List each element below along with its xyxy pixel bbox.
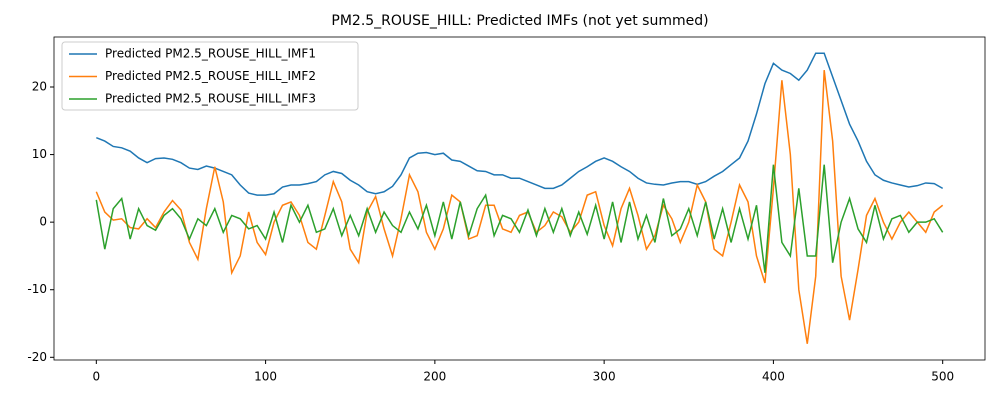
line-series bbox=[95, 164, 944, 273]
y-tick-label: -20 bbox=[27, 350, 47, 364]
chart-title: PM2.5_ROUSE_HILL: Predicted IMFs (not ye… bbox=[331, 13, 708, 29]
y-tick-label: -10 bbox=[27, 282, 47, 296]
y-tick-label: 20 bbox=[32, 80, 47, 94]
plot-frame bbox=[53, 36, 986, 361]
x-tick-label: 500 bbox=[931, 370, 954, 384]
x-tick-label: 200 bbox=[423, 370, 446, 384]
legend-box bbox=[61, 41, 359, 111]
legend-label: Predicted PM2.5_ROUSE_HILL_IMF1 bbox=[105, 47, 316, 61]
line-series bbox=[95, 70, 944, 344]
legend-label: Predicted PM2.5_ROUSE_HILL_IMF3 bbox=[105, 92, 316, 106]
line-series bbox=[96, 52, 944, 196]
y-tick-label: 10 bbox=[32, 147, 47, 161]
x-tick-label: 400 bbox=[762, 370, 785, 384]
y-tick-label: 0 bbox=[39, 215, 47, 229]
x-tick-label: 0 bbox=[92, 370, 100, 384]
x-tick-label: 300 bbox=[593, 370, 616, 384]
x-tick-label: 100 bbox=[254, 370, 277, 384]
legend-label: Predicted PM2.5_ROUSE_HILL_IMF2 bbox=[105, 69, 316, 83]
